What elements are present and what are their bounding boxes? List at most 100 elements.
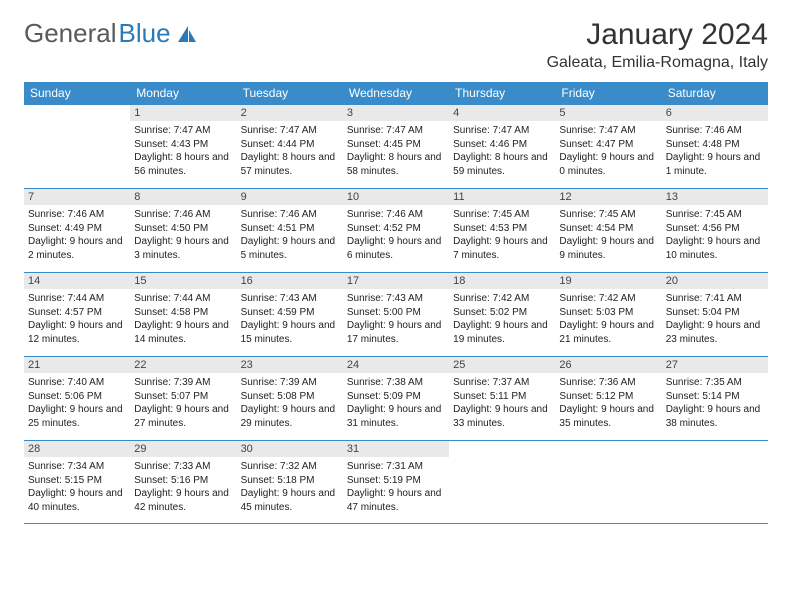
day-number: 3 xyxy=(343,105,449,121)
day-number: 30 xyxy=(237,441,343,457)
day-info: Sunrise: 7:47 AMSunset: 4:43 PMDaylight:… xyxy=(130,121,236,183)
calendar-day: 21Sunrise: 7:40 AMSunset: 5:06 PMDayligh… xyxy=(24,356,130,440)
day-info: Sunrise: 7:37 AMSunset: 5:11 PMDaylight:… xyxy=(449,373,555,435)
calendar-day: 20Sunrise: 7:41 AMSunset: 5:04 PMDayligh… xyxy=(662,272,768,356)
day-info: Sunrise: 7:40 AMSunset: 5:06 PMDaylight:… xyxy=(24,373,130,435)
calendar-day: 1Sunrise: 7:47 AMSunset: 4:43 PMDaylight… xyxy=(130,104,236,188)
calendar-day: 6Sunrise: 7:46 AMSunset: 4:48 PMDaylight… xyxy=(662,104,768,188)
calendar-day: 30Sunrise: 7:32 AMSunset: 5:18 PMDayligh… xyxy=(237,440,343,524)
calendar-empty xyxy=(24,104,130,188)
calendar-day: 14Sunrise: 7:44 AMSunset: 4:57 PMDayligh… xyxy=(24,272,130,356)
day-number: 28 xyxy=(24,441,130,457)
day-number: 19 xyxy=(555,273,661,289)
day-number: 9 xyxy=(237,189,343,205)
day-number: 10 xyxy=(343,189,449,205)
weekday-header: Monday xyxy=(130,82,236,104)
day-info: Sunrise: 7:46 AMSunset: 4:48 PMDaylight:… xyxy=(662,121,768,183)
day-number: 13 xyxy=(662,189,768,205)
calendar-day: 23Sunrise: 7:39 AMSunset: 5:08 PMDayligh… xyxy=(237,356,343,440)
day-info: Sunrise: 7:42 AMSunset: 5:02 PMDaylight:… xyxy=(449,289,555,351)
calendar-day: 17Sunrise: 7:43 AMSunset: 5:00 PMDayligh… xyxy=(343,272,449,356)
day-info: Sunrise: 7:46 AMSunset: 4:49 PMDaylight:… xyxy=(24,205,130,267)
day-info: Sunrise: 7:31 AMSunset: 5:19 PMDaylight:… xyxy=(343,457,449,519)
day-info: Sunrise: 7:47 AMSunset: 4:44 PMDaylight:… xyxy=(237,121,343,183)
day-number: 2 xyxy=(237,105,343,121)
day-info: Sunrise: 7:46 AMSunset: 4:51 PMDaylight:… xyxy=(237,205,343,267)
logo-sail-icon xyxy=(176,24,198,44)
calendar-day: 13Sunrise: 7:45 AMSunset: 4:56 PMDayligh… xyxy=(662,188,768,272)
calendar-day: 5Sunrise: 7:47 AMSunset: 4:47 PMDaylight… xyxy=(555,104,661,188)
day-info: Sunrise: 7:45 AMSunset: 4:54 PMDaylight:… xyxy=(555,205,661,267)
day-info: Sunrise: 7:46 AMSunset: 4:52 PMDaylight:… xyxy=(343,205,449,267)
day-number: 20 xyxy=(662,273,768,289)
day-number: 1 xyxy=(130,105,236,121)
day-info: Sunrise: 7:43 AMSunset: 4:59 PMDaylight:… xyxy=(237,289,343,351)
calendar-day: 16Sunrise: 7:43 AMSunset: 4:59 PMDayligh… xyxy=(237,272,343,356)
day-number: 8 xyxy=(130,189,236,205)
header: GeneralBlue January 2024 xyxy=(24,18,768,52)
logo-text-general: General xyxy=(24,18,117,49)
day-info: Sunrise: 7:43 AMSunset: 5:00 PMDaylight:… xyxy=(343,289,449,351)
weekday-header: Sunday xyxy=(24,82,130,104)
weekday-header: Wednesday xyxy=(343,82,449,104)
calendar-day: 31Sunrise: 7:31 AMSunset: 5:19 PMDayligh… xyxy=(343,440,449,524)
calendar-day: 19Sunrise: 7:42 AMSunset: 5:03 PMDayligh… xyxy=(555,272,661,356)
calendar-empty xyxy=(449,440,555,524)
day-number: 17 xyxy=(343,273,449,289)
weekday-header: Thursday xyxy=(449,82,555,104)
day-info: Sunrise: 7:45 AMSunset: 4:56 PMDaylight:… xyxy=(662,205,768,267)
calendar-day: 2Sunrise: 7:47 AMSunset: 4:44 PMDaylight… xyxy=(237,104,343,188)
day-info: Sunrise: 7:47 AMSunset: 4:45 PMDaylight:… xyxy=(343,121,449,183)
calendar-day: 4Sunrise: 7:47 AMSunset: 4:46 PMDaylight… xyxy=(449,104,555,188)
day-number: 11 xyxy=(449,189,555,205)
weekday-header: Saturday xyxy=(662,82,768,104)
calendar-day: 15Sunrise: 7:44 AMSunset: 4:58 PMDayligh… xyxy=(130,272,236,356)
day-number: 6 xyxy=(662,105,768,121)
day-info: Sunrise: 7:47 AMSunset: 4:47 PMDaylight:… xyxy=(555,121,661,183)
day-number: 7 xyxy=(24,189,130,205)
weekday-header: Tuesday xyxy=(237,82,343,104)
day-number: 15 xyxy=(130,273,236,289)
calendar-day: 9Sunrise: 7:46 AMSunset: 4:51 PMDaylight… xyxy=(237,188,343,272)
calendar-day: 11Sunrise: 7:45 AMSunset: 4:53 PMDayligh… xyxy=(449,188,555,272)
calendar-empty xyxy=(662,440,768,524)
day-info: Sunrise: 7:39 AMSunset: 5:08 PMDaylight:… xyxy=(237,373,343,435)
calendar-day: 27Sunrise: 7:35 AMSunset: 5:14 PMDayligh… xyxy=(662,356,768,440)
day-number: 12 xyxy=(555,189,661,205)
day-number xyxy=(24,105,130,121)
day-info: Sunrise: 7:47 AMSunset: 4:46 PMDaylight:… xyxy=(449,121,555,183)
calendar-day: 29Sunrise: 7:33 AMSunset: 5:16 PMDayligh… xyxy=(130,440,236,524)
day-info: Sunrise: 7:44 AMSunset: 4:57 PMDaylight:… xyxy=(24,289,130,351)
calendar-grid: SundayMondayTuesdayWednesdayThursdayFrid… xyxy=(24,82,768,524)
day-number: 5 xyxy=(555,105,661,121)
day-info: Sunrise: 7:34 AMSunset: 5:15 PMDaylight:… xyxy=(24,457,130,519)
calendar-day: 24Sunrise: 7:38 AMSunset: 5:09 PMDayligh… xyxy=(343,356,449,440)
calendar-day: 26Sunrise: 7:36 AMSunset: 5:12 PMDayligh… xyxy=(555,356,661,440)
day-info: Sunrise: 7:35 AMSunset: 5:14 PMDaylight:… xyxy=(662,373,768,435)
day-number xyxy=(555,441,661,457)
day-info: Sunrise: 7:42 AMSunset: 5:03 PMDaylight:… xyxy=(555,289,661,351)
day-number xyxy=(449,441,555,457)
location-text: Galeata, Emilia-Romagna, Italy xyxy=(24,54,768,72)
day-info: Sunrise: 7:32 AMSunset: 5:18 PMDaylight:… xyxy=(237,457,343,519)
logo: GeneralBlue xyxy=(24,18,198,49)
calendar-day: 12Sunrise: 7:45 AMSunset: 4:54 PMDayligh… xyxy=(555,188,661,272)
day-number xyxy=(662,441,768,457)
weekday-header: Friday xyxy=(555,82,661,104)
calendar-day: 3Sunrise: 7:47 AMSunset: 4:45 PMDaylight… xyxy=(343,104,449,188)
day-info: Sunrise: 7:33 AMSunset: 5:16 PMDaylight:… xyxy=(130,457,236,519)
calendar-empty xyxy=(555,440,661,524)
day-info: Sunrise: 7:36 AMSunset: 5:12 PMDaylight:… xyxy=(555,373,661,435)
calendar-day: 7Sunrise: 7:46 AMSunset: 4:49 PMDaylight… xyxy=(24,188,130,272)
day-number: 24 xyxy=(343,357,449,373)
day-info: Sunrise: 7:45 AMSunset: 4:53 PMDaylight:… xyxy=(449,205,555,267)
day-info: Sunrise: 7:38 AMSunset: 5:09 PMDaylight:… xyxy=(343,373,449,435)
day-number: 23 xyxy=(237,357,343,373)
calendar-day: 28Sunrise: 7:34 AMSunset: 5:15 PMDayligh… xyxy=(24,440,130,524)
day-info: Sunrise: 7:41 AMSunset: 5:04 PMDaylight:… xyxy=(662,289,768,351)
day-number: 29 xyxy=(130,441,236,457)
day-info: Sunrise: 7:44 AMSunset: 4:58 PMDaylight:… xyxy=(130,289,236,351)
day-number: 14 xyxy=(24,273,130,289)
day-number: 26 xyxy=(555,357,661,373)
calendar-day: 8Sunrise: 7:46 AMSunset: 4:50 PMDaylight… xyxy=(130,188,236,272)
